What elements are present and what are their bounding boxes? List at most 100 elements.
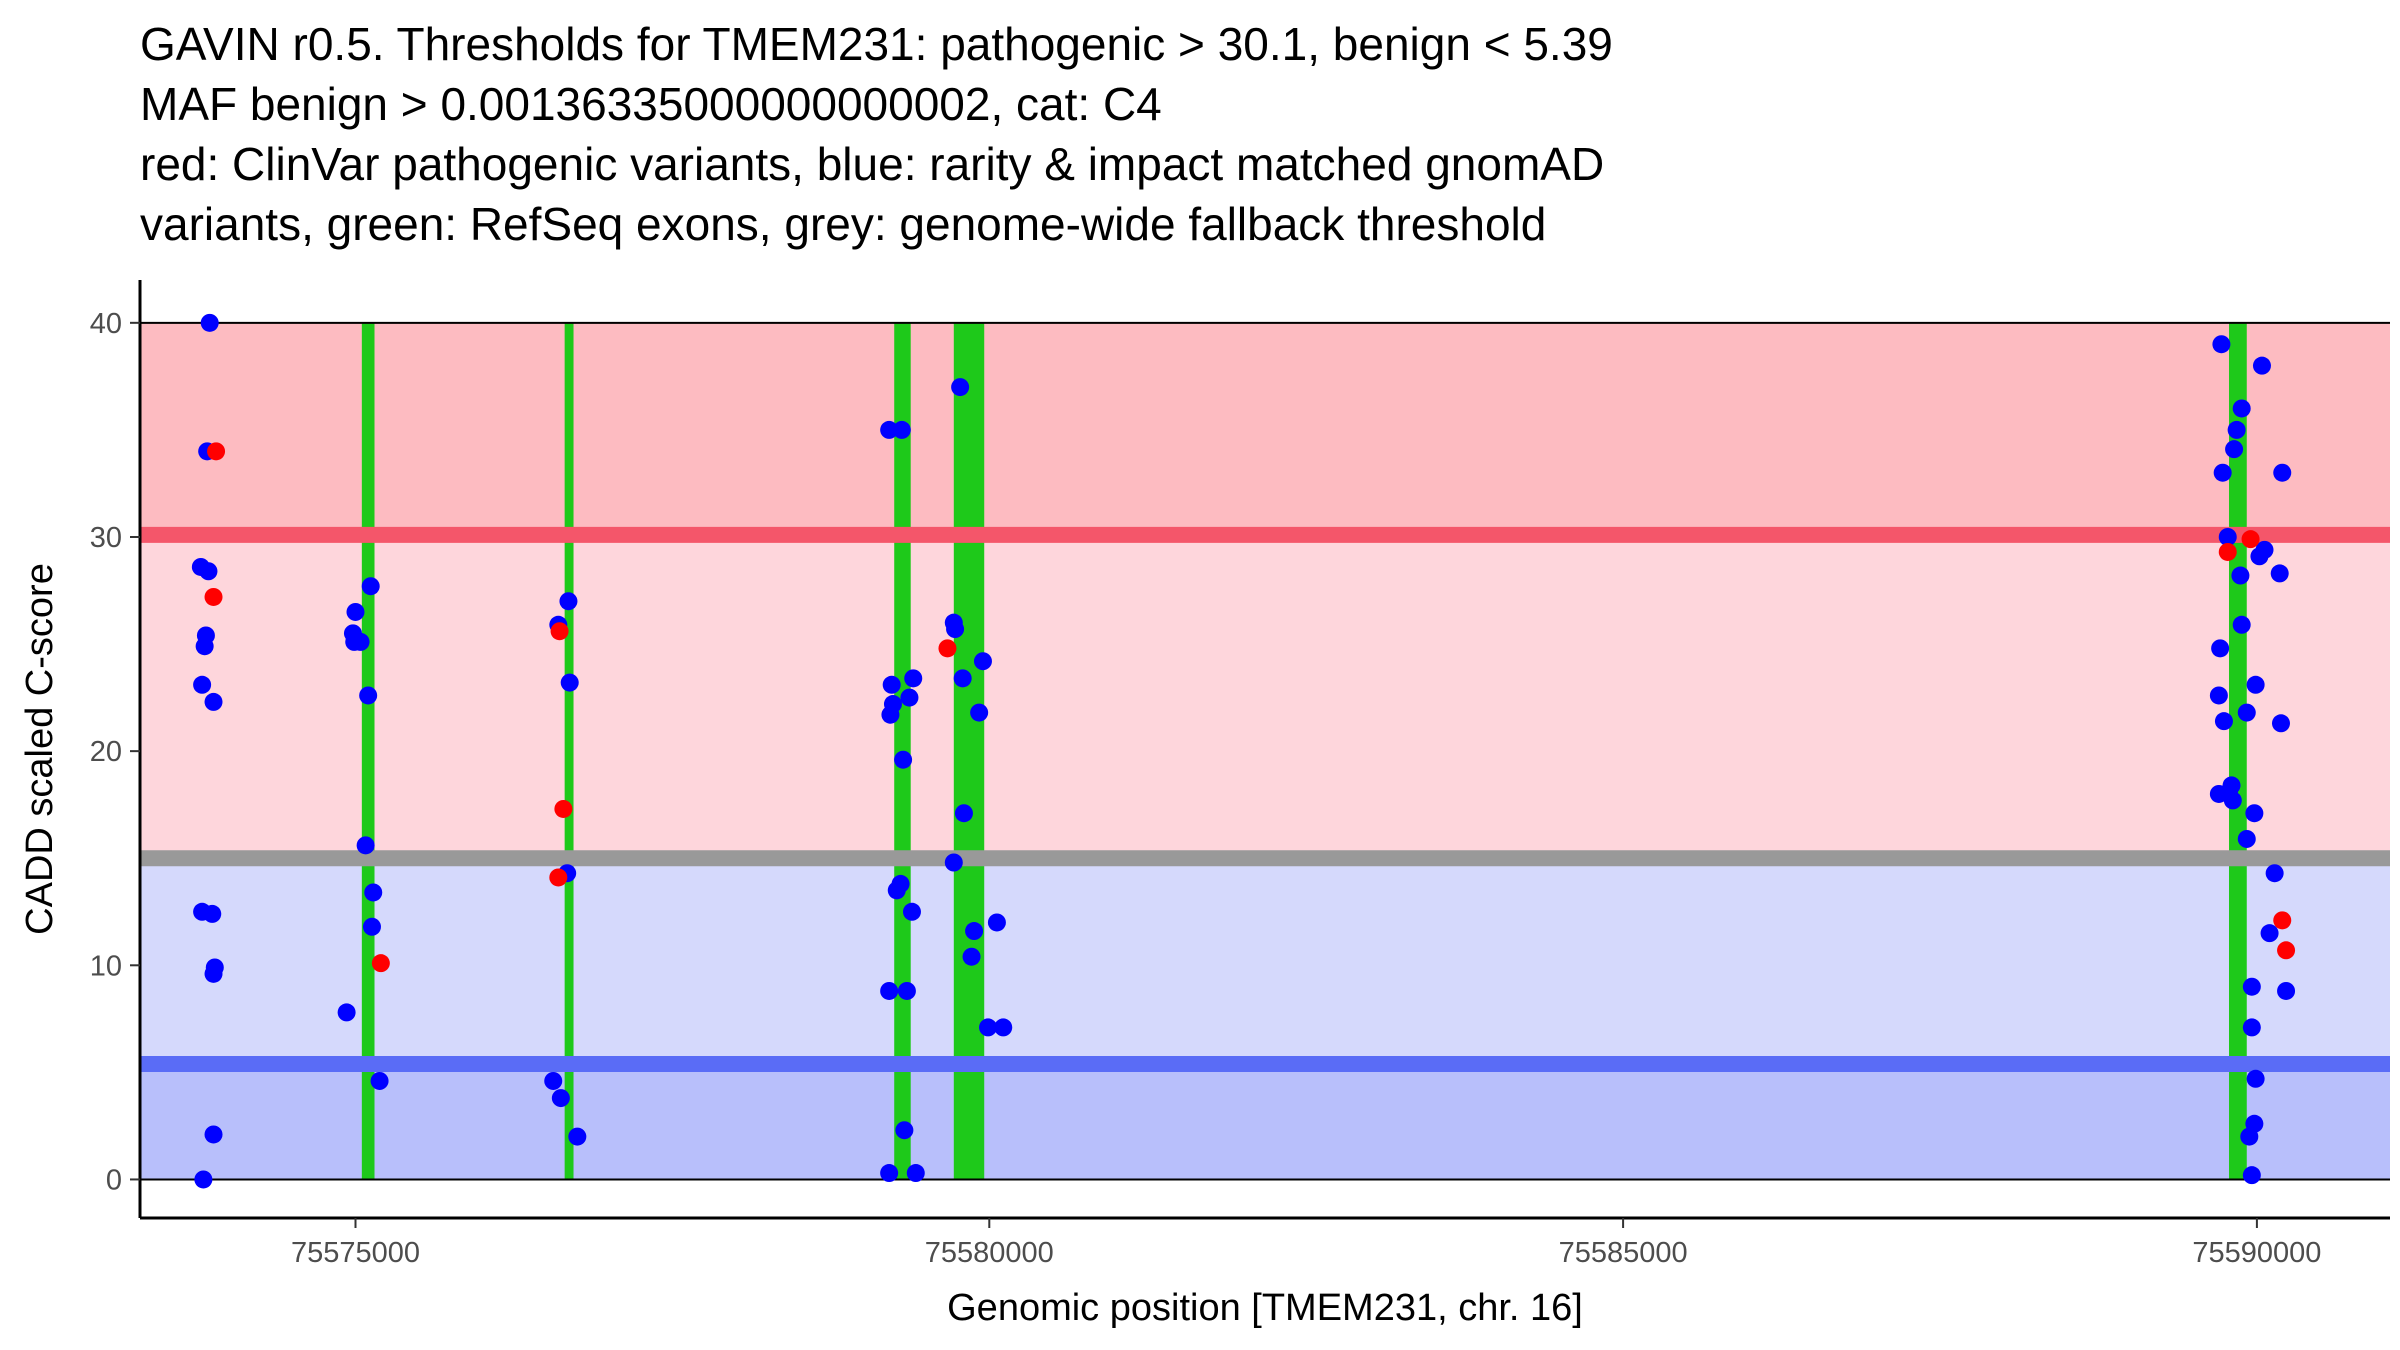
gnomad-point (551, 1089, 570, 1108)
x-tick-label: 75575000 (291, 1237, 420, 1269)
gnomad-point (2209, 686, 2228, 705)
y-tick-label: 10 (90, 950, 122, 982)
gnomad-point (193, 675, 212, 694)
gnomad-point (362, 917, 381, 936)
gnomad-point (2231, 566, 2250, 585)
gnomad-point (2260, 924, 2279, 943)
gnomad-point (2212, 335, 2231, 354)
clinvar-point (2273, 911, 2292, 930)
threshold-bands (140, 322, 2390, 1180)
clinvar-point (549, 868, 568, 887)
gnomad-point (337, 1003, 356, 1022)
gnomad-point (2222, 776, 2241, 795)
gnomad-point (559, 592, 578, 611)
gnomad-point (2213, 463, 2232, 482)
exon-bar (953, 322, 985, 1180)
gnomad-point (2218, 527, 2237, 546)
gnomad-point (965, 922, 984, 941)
threshold-lines (140, 321, 2390, 1181)
clinvar-point (371, 954, 390, 973)
y-tick-label: 30 (90, 522, 122, 554)
gnomad-point (2265, 864, 2284, 883)
gnomad-point (203, 904, 222, 923)
gnomad-point (954, 804, 973, 823)
gnomad-point (897, 981, 916, 1000)
gnomad-point (2232, 615, 2251, 634)
y-tick-label: 20 (90, 736, 122, 768)
gnomad-point (2277, 981, 2296, 1000)
clinvar-point (2277, 941, 2296, 960)
gnomad-point (364, 883, 383, 902)
gnomad-point (2246, 1069, 2265, 1088)
exon-bar (564, 322, 574, 1180)
x-axis-label: Genomic position [TMEM231, chr. 16] (947, 1287, 1583, 1329)
gnomad-point (881, 705, 900, 724)
gnomad-point (2223, 791, 2242, 810)
gnomad-point (204, 692, 223, 711)
lower-middle-band (140, 858, 2390, 1065)
gnomad-point (2245, 804, 2264, 823)
gnomad-point (987, 913, 1006, 932)
benign-band (140, 1064, 2390, 1180)
y-axis-label: CADD scaled C-score (19, 563, 61, 935)
gnomad-point (361, 577, 380, 596)
gnomad-point (2242, 1018, 2261, 1037)
title-line-2: MAF benign > 0.00136335000000000002, cat… (140, 78, 1162, 130)
gnomad-point (2271, 714, 2290, 733)
gnomad-point (953, 669, 972, 688)
gnomad-point (568, 1127, 587, 1146)
gnomad-point (973, 652, 992, 671)
clinvar-point (2241, 530, 2260, 549)
gnomad-point (2242, 1166, 2261, 1185)
gnomad-point (2240, 1127, 2259, 1146)
gnomad-point (359, 686, 378, 705)
gnomad-point (962, 947, 981, 966)
gnomad-point (880, 981, 899, 1000)
title-line-4: variants, green: RefSeq exons, grey: gen… (140, 198, 1547, 250)
gnomad-point (887, 881, 906, 900)
gnomad-point (906, 1164, 925, 1183)
gnomad-point (2237, 703, 2256, 722)
clinvar-point (938, 639, 957, 658)
gnomad-point (560, 673, 579, 692)
y-tick-label: 0 (106, 1164, 122, 1196)
x-tick-label: 75590000 (2192, 1237, 2321, 1269)
gnomad-point (895, 1121, 914, 1140)
pathogenic-band (140, 322, 2390, 535)
chart-title: GAVIN r0.5. Thresholds for TMEM231: path… (140, 14, 1613, 254)
exon-bar (361, 322, 375, 1180)
gnomad-point (351, 632, 370, 651)
gnomad-point (346, 602, 365, 621)
gnomad-point (204, 1125, 223, 1144)
title-line-1: GAVIN r0.5. Thresholds for TMEM231: path… (140, 18, 1613, 70)
gnomad-point (994, 1018, 1013, 1037)
gnomad-point (2250, 547, 2269, 566)
gnomad-point (544, 1071, 563, 1090)
gnomad-point (200, 313, 219, 332)
axes: 0 10 20 30 40 75575000 75580000 75585000 7559000… (90, 280, 2390, 1269)
gnomad-point (951, 378, 970, 397)
gnomad-point (902, 902, 921, 921)
gnomad-point (204, 964, 223, 983)
title-line-3: red: ClinVar pathogenic variants, blue: … (140, 138, 1605, 190)
gnomad-point (356, 836, 375, 855)
gnomad-point (880, 420, 899, 439)
gnomad-point (2252, 356, 2271, 375)
upper-middle-band (140, 534, 2390, 859)
gnomad-point (979, 1018, 998, 1037)
clinvar-point (207, 442, 226, 461)
gnomad-point (946, 620, 965, 639)
gnomad-point (970, 703, 989, 722)
gnomad-point (2227, 420, 2246, 439)
data-points (191, 313, 2296, 1189)
gnomad-point (904, 669, 923, 688)
x-tick-label: 75585000 (1559, 1237, 1688, 1269)
clinvar-point (554, 799, 573, 818)
gnomad-point (892, 420, 911, 439)
clinvar-point (2218, 542, 2237, 561)
gnomad-point (2225, 440, 2244, 459)
gnomad-point (880, 1164, 899, 1183)
gnomad-point (2232, 399, 2251, 418)
gnomad-point (199, 562, 218, 581)
